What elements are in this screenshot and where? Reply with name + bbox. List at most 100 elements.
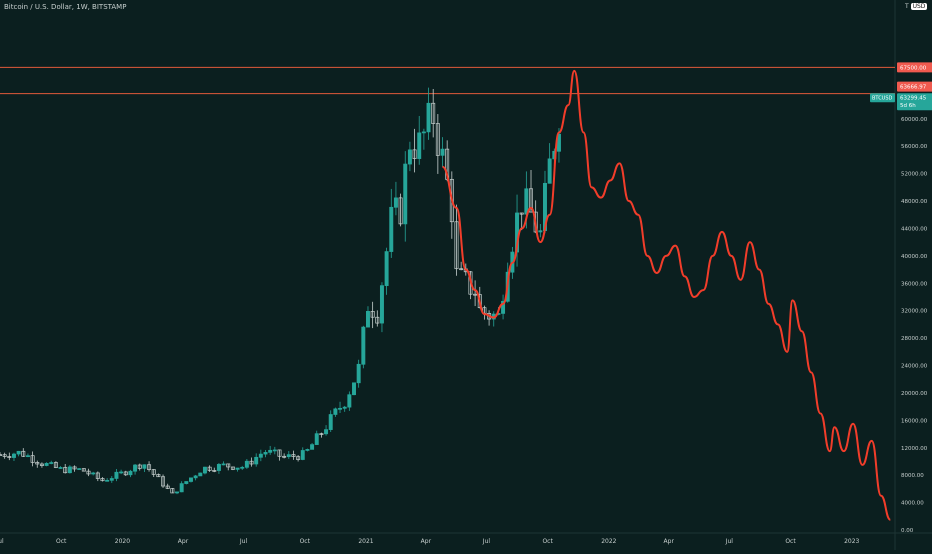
candle-body[interactable] (375, 316, 380, 324)
candle-body[interactable] (366, 311, 370, 328)
ticker-badge[interactable] (870, 93, 895, 103)
candle-body[interactable] (30, 455, 35, 463)
candle-body[interactable] (291, 454, 296, 458)
candle-body[interactable] (128, 470, 133, 476)
candle-body[interactable] (328, 414, 333, 430)
candle-body[interactable] (314, 433, 319, 445)
candle-body[interactable] (403, 163, 408, 225)
candle-body[interactable] (67, 466, 72, 474)
candle-body[interactable] (268, 449, 273, 453)
candle-body[interactable] (147, 464, 152, 470)
candle-body[interactable] (440, 148, 445, 156)
candle-body[interactable] (137, 464, 142, 469)
candle-body[interactable] (2, 454, 7, 457)
candle-body[interactable] (272, 449, 277, 452)
candle-body[interactable] (244, 460, 249, 468)
candle-body[interactable] (123, 471, 128, 476)
candle-body[interactable] (156, 474, 161, 478)
candle-body[interactable] (53, 462, 58, 468)
candle-body[interactable] (379, 285, 384, 324)
candle-body[interactable] (35, 462, 40, 465)
candle-body[interactable] (25, 455, 30, 458)
candle-body[interactable] (175, 491, 179, 494)
candle-body[interactable] (119, 471, 124, 474)
candle-body[interactable] (333, 408, 338, 415)
candle-body[interactable] (389, 206, 394, 252)
candle-body[interactable] (133, 464, 138, 472)
price-badge-63666[interactable] (897, 81, 932, 92)
candle-body[interactable] (305, 449, 310, 451)
candle-body[interactable] (16, 450, 21, 455)
candle-body[interactable] (105, 479, 110, 482)
candle-body[interactable] (277, 449, 282, 457)
candle-body[interactable] (170, 488, 175, 494)
candle-body[interactable] (296, 456, 301, 460)
candle-body[interactable] (258, 453, 263, 458)
candle-body[interactable] (114, 471, 119, 479)
candle-body[interactable] (501, 300, 506, 314)
candle-body[interactable] (529, 188, 533, 213)
candle-body[interactable] (356, 363, 361, 384)
candle-body[interactable] (216, 464, 221, 471)
candle-body[interactable] (417, 132, 422, 159)
candle-body[interactable] (286, 454, 291, 458)
candle-body[interactable] (421, 131, 426, 134)
candle-body[interactable] (226, 463, 231, 468)
candle-body[interactable] (7, 456, 12, 458)
candle-body[interactable] (519, 212, 524, 215)
candle-body[interactable] (165, 485, 170, 489)
candle-body[interactable] (0, 454, 2, 456)
candle-body[interactable] (193, 475, 198, 479)
candle-body[interactable] (342, 406, 347, 409)
candle-body[interactable] (338, 407, 343, 410)
candle-body[interactable] (473, 293, 478, 296)
candle-body[interactable] (44, 462, 49, 466)
candle-body[interactable] (324, 429, 329, 435)
candle-body[interactable] (282, 455, 287, 458)
candle-body[interactable] (86, 470, 91, 475)
candle-body[interactable] (207, 466, 212, 471)
candle-body[interactable] (319, 433, 324, 436)
candle-body[interactable] (161, 476, 166, 487)
candle-body[interactable] (72, 466, 77, 470)
candle-body[interactable] (109, 478, 114, 481)
candle-body[interactable] (100, 478, 105, 482)
candle-body[interactable] (39, 463, 44, 466)
candle-body[interactable] (263, 452, 268, 455)
candle-body[interactable] (91, 472, 96, 475)
candle-body[interactable] (151, 469, 156, 475)
candle-body[interactable] (538, 230, 543, 233)
candle-body[interactable] (11, 453, 16, 458)
candle-body[interactable] (477, 294, 482, 309)
candle-body[interactable] (240, 466, 245, 469)
candle-body[interactable] (393, 197, 398, 208)
candle-body[interactable] (202, 466, 207, 474)
candle-body[interactable] (533, 211, 538, 233)
candle-body[interactable] (184, 481, 189, 484)
candle-body[interactable] (454, 221, 459, 270)
candle-body[interactable] (310, 444, 315, 450)
current-price-badge[interactable] (897, 93, 932, 111)
candle-body[interactable] (235, 467, 240, 470)
candle-body[interactable] (361, 326, 366, 365)
candle-body[interactable] (49, 462, 54, 464)
candle-body[interactable] (95, 472, 100, 479)
candle-body[interactable] (230, 466, 235, 470)
candle-body[interactable] (547, 158, 552, 184)
candle-body[interactable] (212, 470, 217, 472)
candle-body[interactable] (412, 149, 417, 159)
candle-body[interactable] (384, 251, 389, 286)
candle-body[interactable] (449, 178, 454, 223)
candle-body[interactable] (459, 268, 464, 271)
candle-body[interactable] (81, 468, 86, 472)
candle-body[interactable] (198, 472, 203, 477)
candle-body[interactable] (221, 463, 226, 466)
candle-body[interactable] (398, 197, 403, 225)
candle-body[interactable] (188, 477, 193, 482)
currency-label[interactable]: T USD (905, 3, 928, 10)
candle-body[interactable] (426, 102, 431, 133)
candle-body[interactable] (58, 467, 63, 469)
candle-body[interactable] (431, 102, 436, 124)
candle-body[interactable] (435, 123, 440, 156)
